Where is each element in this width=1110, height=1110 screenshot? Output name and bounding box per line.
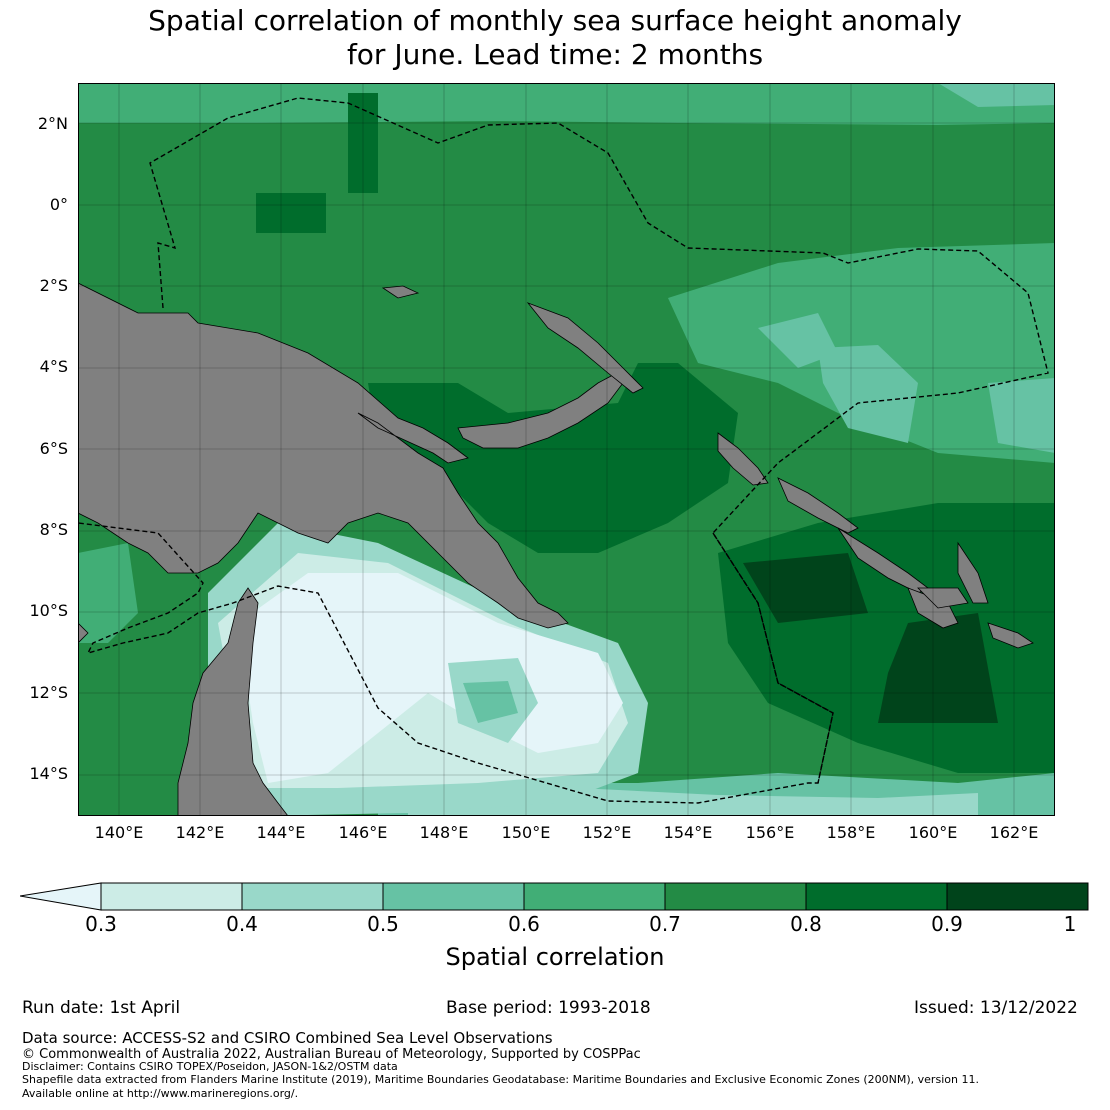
lat-label-2s: 2°S xyxy=(39,276,68,295)
graticule xyxy=(78,83,1055,816)
lat-label-4s: 4°S xyxy=(39,357,68,376)
colorbar-bin-0.5-0.6 xyxy=(383,883,524,910)
land-new-britain xyxy=(457,374,624,449)
field-east-lighter-3 xyxy=(988,378,1055,453)
field-east-lighter xyxy=(758,313,838,368)
map-panel[interactable] xyxy=(78,83,1055,816)
lat-label-2n: 2°N xyxy=(37,114,68,133)
field-east-lighter-2 xyxy=(818,345,918,443)
land-new-ireland xyxy=(526,302,644,394)
map-canvas xyxy=(78,83,1055,816)
lat-label-8s: 8°S xyxy=(39,520,68,539)
colorbar-label: Spatial correlation xyxy=(445,943,665,971)
eez-solomon xyxy=(712,532,834,784)
data-source: Data source: ACCESS-S2 and CSIRO Combine… xyxy=(22,1029,553,1047)
field-top-right xyxy=(938,83,1055,107)
land-west-edge xyxy=(78,622,89,644)
title-line-1: Spatial correlation of monthly sea surfa… xyxy=(148,4,962,37)
land-new-guinea xyxy=(78,282,569,629)
colorbar xyxy=(20,882,1089,911)
land-manus xyxy=(381,285,420,299)
lat-label-6s: 6°S xyxy=(39,439,68,458)
colorbar-tick-1: 1 xyxy=(1063,912,1077,936)
land-makira xyxy=(987,622,1034,649)
field-gulf-patch-2 xyxy=(463,681,518,723)
colorbar-tick-0.3: 0.3 xyxy=(85,912,117,936)
field-top-band xyxy=(78,83,1055,125)
base-period: Base period: 1993-2018 xyxy=(446,998,651,1018)
lon-label-156e: 156°E xyxy=(745,823,795,842)
issued-date: Issued: 13/12/2022 xyxy=(914,998,1078,1018)
colorbar-bin-0.3-0.4 xyxy=(101,883,242,910)
colorbar-tick-0.6: 0.6 xyxy=(508,912,540,936)
lon-label-142e: 142°E xyxy=(175,823,225,842)
lon-label-158e: 158°E xyxy=(826,823,876,842)
shapefile-credit: Shapefile data extracted from Flanders M… xyxy=(22,1073,979,1086)
colorbar-bin-0.4-0.5 xyxy=(242,883,383,910)
colorbar-extend-min xyxy=(20,882,102,911)
field-southeast-darkest-2 xyxy=(878,613,998,723)
colorbar-bin-0.8-0.9 xyxy=(806,883,947,910)
land-cape-york xyxy=(177,587,289,816)
field-southeast-darkest xyxy=(743,553,868,623)
run-date: Run date: 1st April xyxy=(22,998,181,1018)
colorbar-bin-0.7-0.8 xyxy=(665,883,806,910)
disclaimer: Disclaimer: Contains CSIRO TOPEX/Poseido… xyxy=(22,1060,398,1073)
lat-label-14s: 14°S xyxy=(29,764,68,783)
field-gulf-core xyxy=(238,573,623,783)
colorbar-bin-0.6-0.7 xyxy=(524,883,665,910)
lat-label-0: 0° xyxy=(49,195,68,214)
colorbar-outline xyxy=(100,882,1089,911)
lon-label-144e: 144°E xyxy=(256,823,306,842)
marineregions-link[interactable]: Available online at http://www.marinereg… xyxy=(22,1087,299,1100)
chart-title: Spatial correlation of monthly sea surfa… xyxy=(0,4,1110,72)
land-solomon-4 xyxy=(957,541,989,604)
lon-label-154e: 154°E xyxy=(663,823,713,842)
lon-label-150e: 150°E xyxy=(501,823,551,842)
colorbar-tick-0.8: 0.8 xyxy=(790,912,822,936)
field-north-dark xyxy=(348,93,378,193)
colorbar-tick-0.9: 0.9 xyxy=(931,912,963,936)
lat-label-10s: 10°S xyxy=(29,601,68,620)
copyright-notice: © Commonwealth of Australia 2022, Austra… xyxy=(22,1047,641,1062)
eez-boundaries xyxy=(78,97,1049,804)
land-bougainville xyxy=(717,432,769,486)
title-line-2: for June. Lead time: 2 months xyxy=(346,38,764,71)
field-center-dark xyxy=(368,363,738,553)
field-west-light xyxy=(78,543,138,643)
land-solomon-1 xyxy=(777,477,859,534)
lon-label-140e: 140°E xyxy=(94,823,144,842)
colorbar-tick-0.5: 0.5 xyxy=(367,912,399,936)
colorbar-tick-0.4: 0.4 xyxy=(226,912,258,936)
field-north-dark-2 xyxy=(256,193,326,233)
lat-label-12s: 12°S xyxy=(29,683,68,702)
lon-label-146e: 146°E xyxy=(338,823,388,842)
lon-label-152e: 152°E xyxy=(582,823,632,842)
lon-label-148e: 148°E xyxy=(419,823,469,842)
lon-label-160e: 160°E xyxy=(908,823,958,842)
colorbar-bin-0.9-1 xyxy=(947,883,1088,910)
lon-label-162e: 162°E xyxy=(989,823,1039,842)
land-solomon-5 xyxy=(917,587,969,609)
colorbar-tick-0.7: 0.7 xyxy=(649,912,681,936)
